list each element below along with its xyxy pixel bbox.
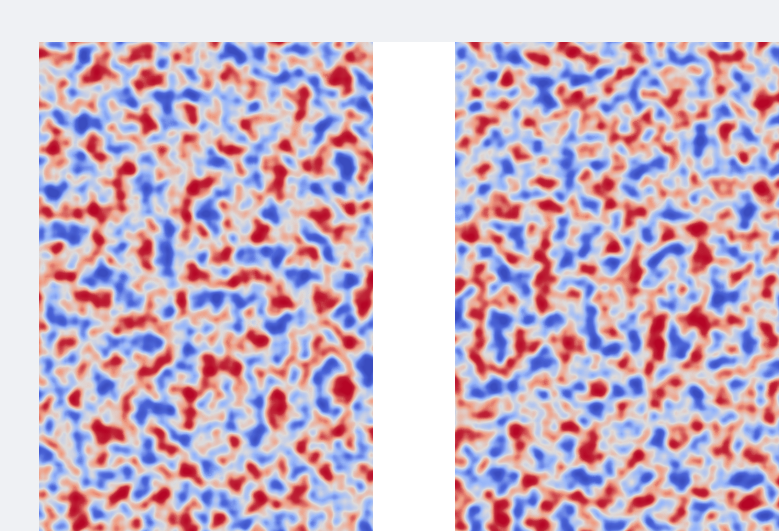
body: (() => { const data = JSON.parse(documen… bbox=[0, 0, 779, 531]
page: Noise panels {} html, body { margin: 0; … bbox=[0, 0, 779, 531]
noise-image-left bbox=[39, 42, 373, 531]
noise-image-right bbox=[455, 42, 779, 531]
images bbox=[0, 0, 779, 531]
